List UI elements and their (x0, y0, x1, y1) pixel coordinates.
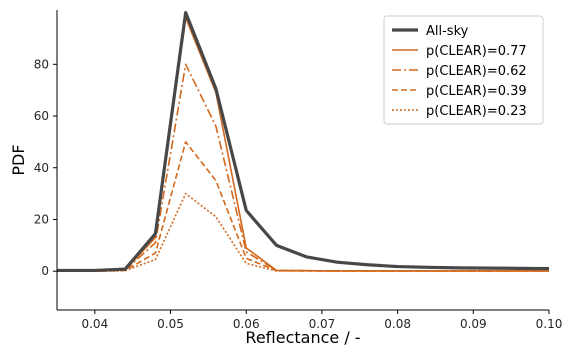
series-lines (57, 10, 549, 273)
y-tick-label-3: 60 (34, 109, 49, 123)
y-axis-label: PDF (9, 144, 28, 175)
legend: All-sky p(CLEAR)=0.77 p(CLEAR)=0.62 p(CLEAR… (383, 15, 544, 125)
y-tick-label-0: 0 (41, 264, 49, 278)
legend-label-1: p(CLEAR)=0.77 (426, 44, 527, 59)
x-tick-label-4: 0.08 (384, 317, 411, 331)
legend-label-0: All-sky (426, 24, 469, 39)
x-tick-label-3: 0.07 (309, 317, 336, 331)
axes: 0.04 0.05 0.06 0.07 0.08 0.09 0.10 0 20 40 60 80 Ref… (9, 10, 562, 347)
x-tick-label-5: 0.09 (460, 317, 487, 331)
plot-area (57, 10, 549, 273)
x-tick-label-2: 0.06 (233, 317, 260, 331)
x-axis-label: Reflectance / - (245, 328, 360, 347)
y-tick-label-4: 80 (34, 57, 49, 71)
legend-label-3: p(CLEAR)=0.39 (426, 84, 527, 99)
y-tick-label-1: 20 (34, 212, 49, 226)
series-line-4 (57, 192, 549, 273)
legend-label-4: p(CLEAR)=0.23 (426, 104, 527, 119)
series-line-3 (57, 141, 549, 273)
x-tick-label-1: 0.05 (157, 317, 184, 331)
legend-box (383, 15, 544, 125)
legend-label-2: p(CLEAR)=0.62 (426, 64, 527, 79)
series-line-0 (57, 10, 549, 273)
x-tick-label-6: 0.10 (536, 317, 563, 331)
y-tick-label-2: 40 (34, 161, 49, 175)
x-tick-label-0: 0.04 (81, 317, 108, 331)
